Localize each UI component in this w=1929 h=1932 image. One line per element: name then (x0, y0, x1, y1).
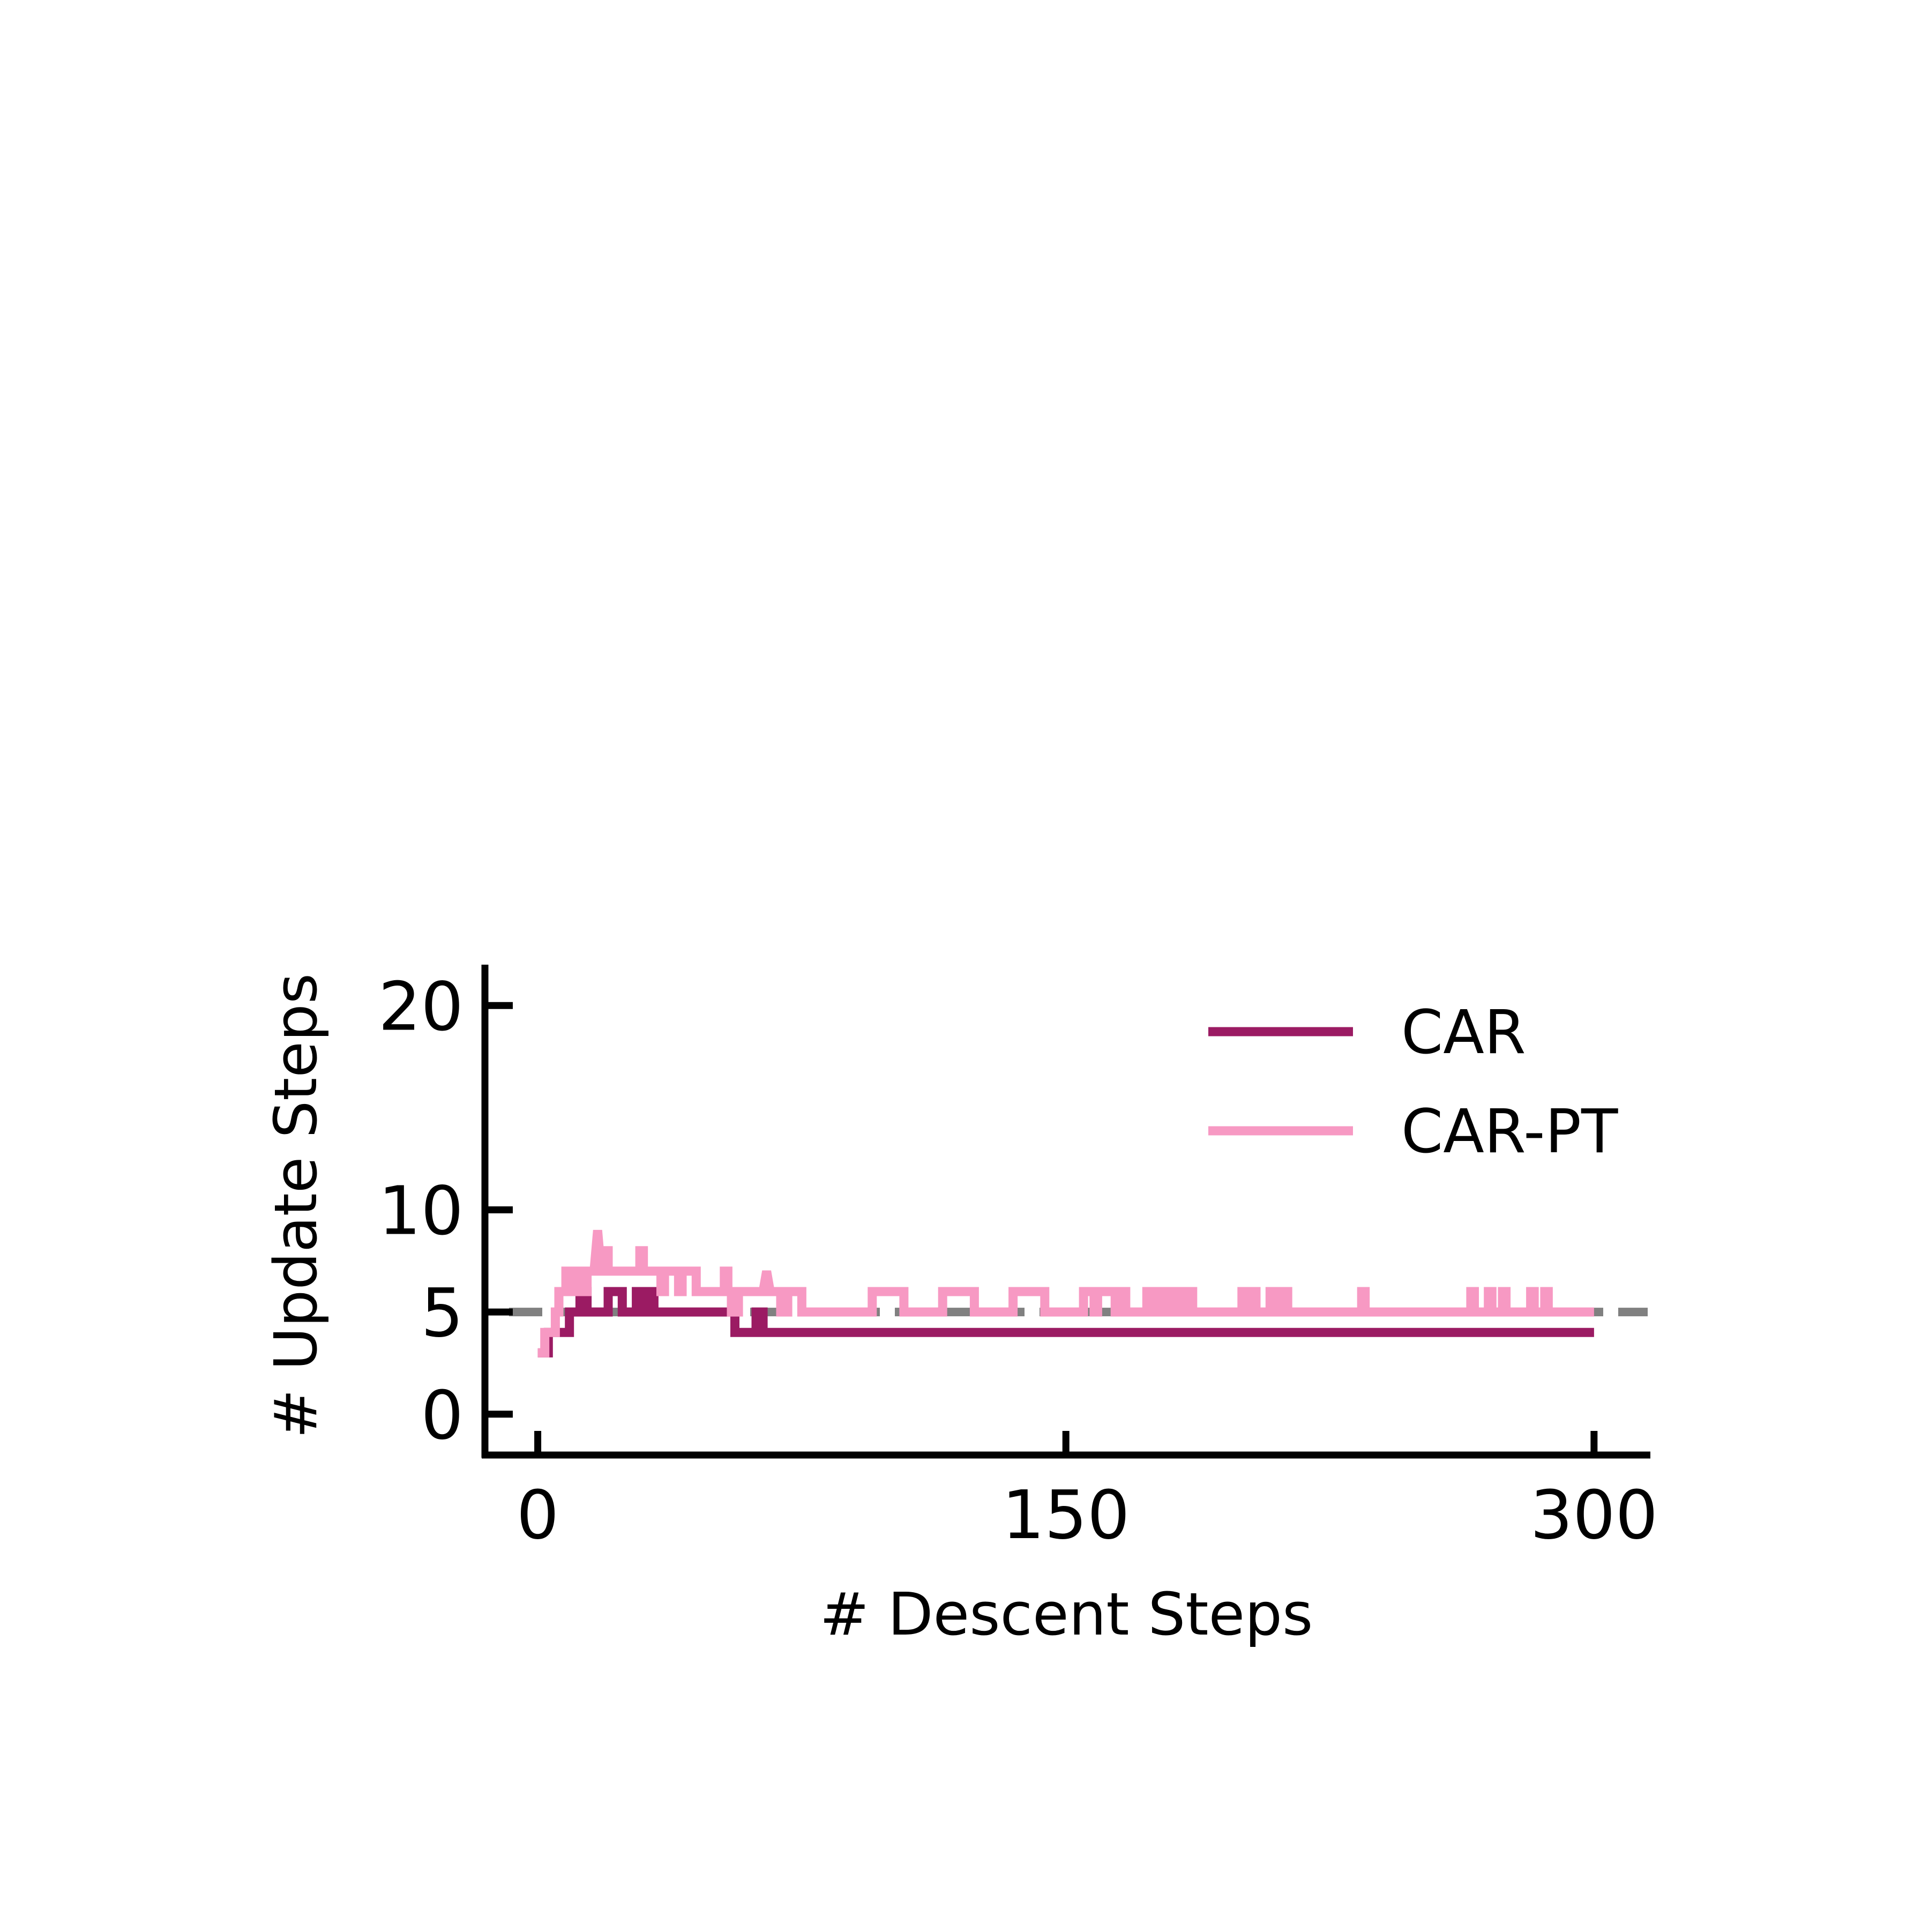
series-group (537, 1229, 1594, 1357)
series-line-car (537, 1287, 1594, 1357)
x-tick-label: 0 (517, 1476, 559, 1554)
x-tick-label: 300 (1530, 1476, 1658, 1554)
ticks-group: 0 150 300 0 5 10 20 (378, 968, 1658, 1554)
x-tick-label: 150 (1002, 1476, 1130, 1554)
legend: CAR CAR-PT (1208, 998, 1618, 1167)
y-axis-title: # Update Steps (261, 973, 330, 1438)
legend-label-car-pt: CAR-PT (1401, 1097, 1618, 1167)
y-tick-label: 5 (421, 1274, 463, 1352)
x-axis-title: # Descent Steps (820, 1580, 1313, 1648)
y-tick-label: 10 (378, 1173, 463, 1250)
y-tick-label: 0 (421, 1377, 463, 1454)
y-tick-label: 20 (378, 968, 463, 1046)
series-line-car-pt (537, 1229, 1594, 1357)
legend-label-car: CAR (1401, 998, 1526, 1068)
